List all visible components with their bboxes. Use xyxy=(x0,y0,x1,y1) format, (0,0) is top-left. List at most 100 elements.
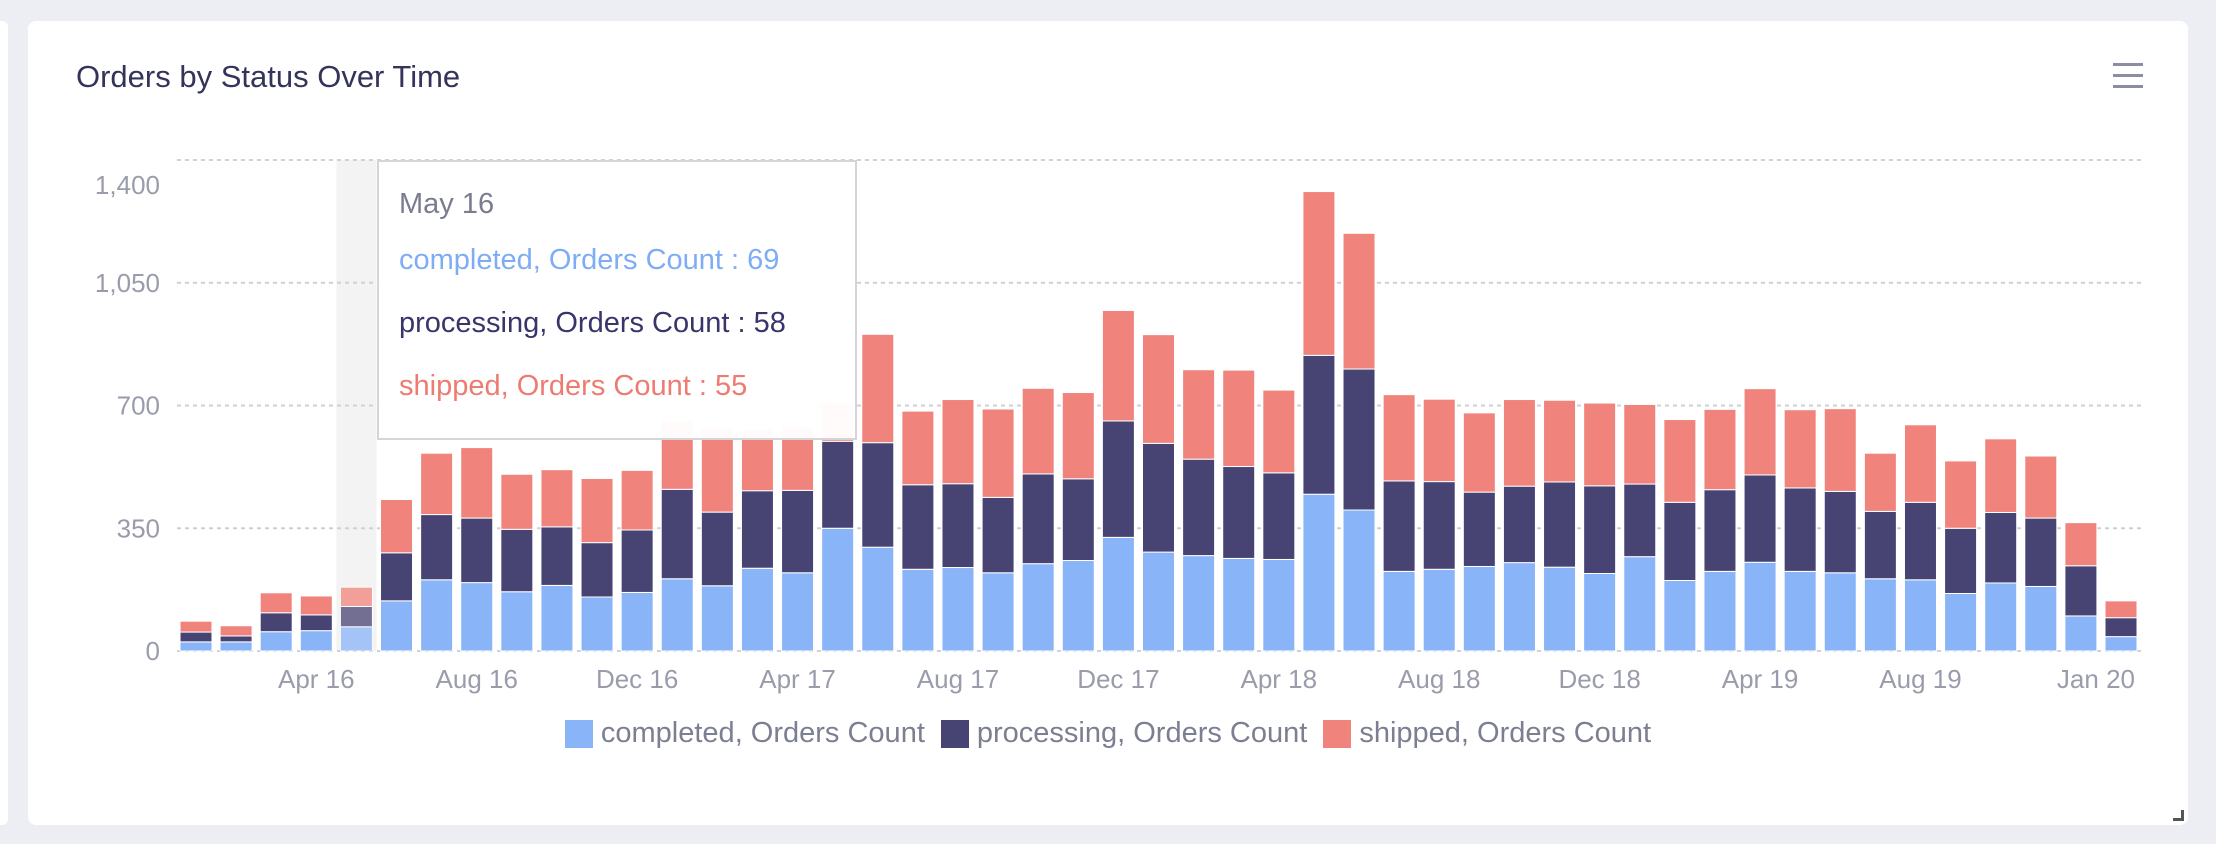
bar-shipped[interactable] xyxy=(2024,455,2058,519)
bar-processing[interactable] xyxy=(1061,478,1095,562)
bar-shipped[interactable] xyxy=(219,625,253,637)
bar-shipped[interactable] xyxy=(1262,389,1296,474)
bar-processing[interactable] xyxy=(540,526,574,586)
bar-completed[interactable] xyxy=(179,641,213,652)
bar-shipped[interactable] xyxy=(981,408,1015,498)
bar-shipped[interactable] xyxy=(1462,412,1496,493)
bar-processing[interactable] xyxy=(500,528,534,593)
bar-shipped[interactable] xyxy=(460,447,494,519)
bar-completed[interactable] xyxy=(540,584,574,652)
bar-processing[interactable] xyxy=(1944,527,1978,594)
bar-shipped[interactable] xyxy=(500,473,534,530)
bar-completed[interactable] xyxy=(299,630,333,652)
bar-completed[interactable] xyxy=(941,567,975,652)
legend-item-processing[interactable]: processing, Orders Count xyxy=(940,717,1307,750)
bar-shipped[interactable] xyxy=(1783,409,1817,489)
bar-completed[interactable] xyxy=(219,641,253,652)
bar-processing[interactable] xyxy=(1182,458,1216,557)
bar-completed[interactable] xyxy=(620,591,654,652)
bar-processing[interactable] xyxy=(1302,354,1336,495)
bar-processing[interactable] xyxy=(1984,511,2018,584)
bar-processing[interactable] xyxy=(1142,442,1175,553)
bar-shipped[interactable] xyxy=(620,469,654,531)
bar-completed[interactable] xyxy=(861,546,895,652)
bar-processing[interactable] xyxy=(1663,501,1697,582)
bar-completed[interactable] xyxy=(1222,557,1256,652)
bar-processing[interactable] xyxy=(821,440,855,529)
bar-shipped[interactable] xyxy=(1903,424,1937,503)
bar-completed[interactable] xyxy=(339,626,373,652)
bar-processing[interactable] xyxy=(219,635,253,643)
bar-processing[interactable] xyxy=(941,483,975,569)
bar-shipped[interactable] xyxy=(339,586,373,607)
bar-completed[interactable] xyxy=(420,579,454,652)
bar-completed[interactable] xyxy=(460,582,494,652)
bar-processing[interactable] xyxy=(1462,491,1496,567)
bar-processing[interactable] xyxy=(1583,485,1617,574)
bar-completed[interactable] xyxy=(1623,556,1657,652)
bar-completed[interactable] xyxy=(981,572,1015,652)
bar-shipped[interactable] xyxy=(420,452,454,516)
bar-completed[interactable] xyxy=(821,527,855,652)
bar-completed[interactable] xyxy=(660,578,694,652)
bar-processing[interactable] xyxy=(981,496,1015,574)
bar-completed[interactable] xyxy=(1302,493,1336,652)
bar-completed[interactable] xyxy=(500,591,534,652)
bar-processing[interactable] xyxy=(259,612,293,633)
bar-shipped[interactable] xyxy=(1944,460,1978,529)
bar-shipped[interactable] xyxy=(1342,232,1376,370)
legend-item-shipped[interactable]: shipped, Orders Count xyxy=(1323,717,1651,750)
bar-processing[interactable] xyxy=(179,631,213,643)
bar-completed[interactable] xyxy=(1703,570,1737,652)
bar-completed[interactable] xyxy=(1021,563,1055,652)
bar-completed[interactable] xyxy=(740,567,774,652)
bar-completed[interactable] xyxy=(259,631,293,652)
bar-shipped[interactable] xyxy=(540,469,574,528)
bar-shipped[interactable] xyxy=(1382,394,1416,482)
bar-processing[interactable] xyxy=(901,484,935,570)
bar-shipped[interactable] xyxy=(1101,309,1135,422)
bar-completed[interactable] xyxy=(1984,582,2018,652)
bar-processing[interactable] xyxy=(1823,490,1857,574)
bar-processing[interactable] xyxy=(1863,510,1897,580)
bar-shipped[interactable] xyxy=(1863,452,1897,512)
bar-completed[interactable] xyxy=(1342,509,1376,652)
bar-completed[interactable] xyxy=(1783,570,1817,652)
bar-processing[interactable] xyxy=(861,442,895,548)
bar-completed[interactable] xyxy=(1903,579,1937,652)
bar-shipped[interactable] xyxy=(1623,403,1657,485)
bar-shipped[interactable] xyxy=(1222,369,1256,468)
bar-shipped[interactable] xyxy=(1984,438,2018,513)
bar-shipped[interactable] xyxy=(580,477,614,544)
bar-processing[interactable] xyxy=(1623,483,1657,558)
bar-completed[interactable] xyxy=(1663,580,1697,652)
bar-processing[interactable] xyxy=(380,552,414,602)
bar-processing[interactable] xyxy=(1543,481,1577,568)
bar-shipped[interactable] xyxy=(861,333,895,444)
bar-shipped[interactable] xyxy=(1743,388,1777,476)
bar-shipped[interactable] xyxy=(1663,419,1697,503)
bar-completed[interactable] xyxy=(901,568,935,652)
bar-completed[interactable] xyxy=(580,596,614,652)
bar-processing[interactable] xyxy=(1342,368,1376,511)
bar-processing[interactable] xyxy=(660,488,694,580)
bar-completed[interactable] xyxy=(1863,578,1897,652)
bar-processing[interactable] xyxy=(580,542,614,598)
bar-processing[interactable] xyxy=(1783,487,1817,572)
bar-shipped[interactable] xyxy=(1583,402,1617,487)
bar-processing[interactable] xyxy=(620,529,654,593)
bar-completed[interactable] xyxy=(1743,561,1777,652)
bar-completed[interactable] xyxy=(1142,551,1175,652)
bar-completed[interactable] xyxy=(781,572,815,652)
bar-shipped[interactable] xyxy=(1703,408,1737,491)
bar-processing[interactable] xyxy=(420,514,454,581)
bar-completed[interactable] xyxy=(1583,572,1617,652)
bar-processing[interactable] xyxy=(2104,617,2138,638)
resize-handle-icon[interactable] xyxy=(2173,810,2184,821)
bar-completed[interactable] xyxy=(1944,592,1978,652)
bar-completed[interactable] xyxy=(2104,636,2138,652)
bar-shipped[interactable] xyxy=(299,595,333,616)
bar-processing[interactable] xyxy=(700,511,734,587)
bar-completed[interactable] xyxy=(1543,566,1577,652)
bar-completed[interactable] xyxy=(1382,570,1416,652)
